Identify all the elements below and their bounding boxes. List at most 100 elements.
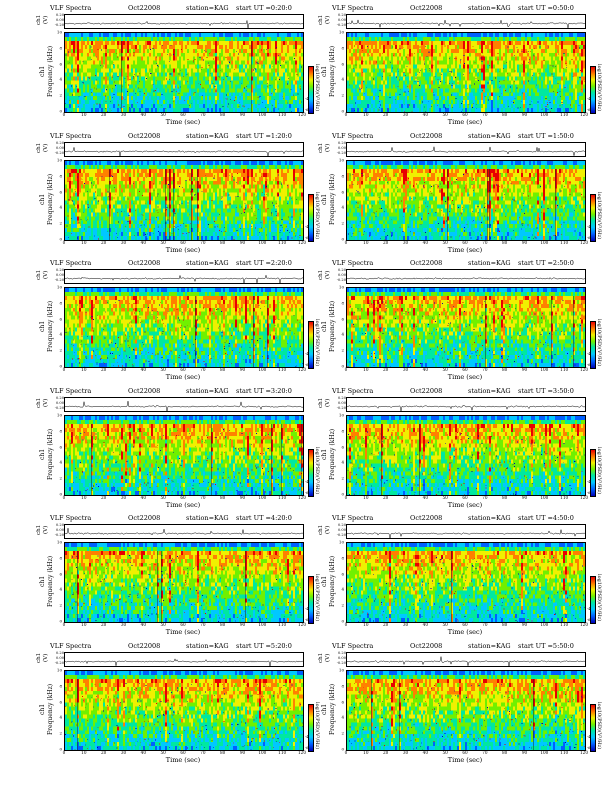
panel-date: Oct22008 [410, 4, 442, 13]
colorbar [590, 449, 596, 497]
x-axis-label: Time (sec) [346, 756, 584, 764]
ch1-tick-label: -0.20 [50, 661, 64, 666]
y-tick-label: 8 [59, 683, 62, 688]
spectrogram-speckle [349, 555, 585, 622]
x-axis-label: Time (sec) [346, 373, 584, 381]
colorbar-tick: -4 [587, 352, 590, 356]
y-ticks: 0 2 4 6 8 10 [55, 540, 63, 624]
x-axis-label: Time (sec) [346, 628, 584, 636]
ch1-waveform [64, 652, 304, 667]
x-tick-label: 80 [502, 622, 507, 627]
x-tick-label: 10 [81, 750, 86, 755]
y-axis-ch-label: ch1 [321, 289, 329, 364]
ch1-label: ch1 (V) [318, 523, 332, 537]
ch1-label: ch1 (V) [36, 651, 50, 665]
x-tick-label: 100 [258, 367, 266, 372]
panel-header: VLF Spectra Oct22008 station=KAG start UT =… [318, 4, 598, 13]
x-tick-label: 110 [278, 240, 286, 245]
y-ticks: 0 2 4 6 8 10 [55, 413, 63, 497]
ch1-tick-label: 0.20 [50, 651, 64, 656]
x-tick-label: 80 [220, 240, 225, 245]
panel-header: VLF Spectra Oct22008 station=KAG start UT =… [318, 514, 598, 523]
spectrogram-plot [346, 32, 586, 113]
panel-header: VLF Spectra Oct22008 station=KAG start UT =… [318, 387, 598, 396]
y-tick-label: 8 [341, 173, 344, 178]
colorbar [308, 66, 314, 114]
ch1-tick-label: -0.20 [332, 151, 346, 156]
y-ticks: 0 2 4 6 8 10 [337, 540, 345, 624]
colorbar [590, 66, 596, 114]
y-tick-label: 10 [57, 668, 62, 673]
panel-start-ut: start UT =1:50:0 [518, 132, 574, 141]
x-tick-label: 110 [560, 367, 568, 372]
ch1-tick-label: 0.00 [332, 273, 346, 278]
spectrogram-plot [64, 287, 304, 368]
colorbar-label: log10(PSD)(V²/Hz) [312, 445, 322, 497]
panel-header: VLF Spectra Oct22008 station=KAG start UT =… [36, 514, 316, 523]
x-ticks: 0 10 20 30 40 50 60 70 80 90 100 110 120 [63, 112, 306, 118]
panel-station: station=KAG [468, 514, 511, 523]
panel-station: station=KAG [186, 642, 229, 651]
ch1-trace [347, 529, 585, 538]
y-tick-label: 2 [59, 93, 62, 98]
ch1-label: ch1 (V) [318, 396, 332, 410]
y-tick-label: 0 [59, 619, 62, 624]
y-tick-label: 6 [59, 699, 62, 704]
ch1-tick-label: 0.20 [50, 141, 64, 146]
ch1-tick-label: 0.20 [332, 268, 346, 273]
y-axis-ch-label: ch1 [321, 544, 329, 619]
panel-start-ut: start UT =3:50:0 [518, 387, 574, 396]
x-tick-label: 110 [278, 622, 286, 627]
y-tick-label: 10 [339, 285, 344, 290]
spectrogram-plot [346, 542, 586, 623]
y-axis-freq-label: Frequency (kHz) [47, 672, 55, 747]
x-tick-label: 20 [383, 750, 388, 755]
x-tick-label: 70 [482, 622, 487, 627]
panel-start-ut: start UT =3:20:0 [236, 387, 292, 396]
spectrogram-cells [347, 288, 585, 367]
y-tick-label: 0 [59, 364, 62, 369]
y-tick-label: 6 [59, 571, 62, 576]
colorbar-label: log10(PSD)(V²/Hz) [312, 62, 322, 114]
panel-station: station=KAG [468, 642, 511, 651]
x-ticks: 0 10 20 30 40 50 60 70 80 90 100 110 120 [63, 367, 306, 373]
x-tick-label: 80 [502, 750, 507, 755]
ch1-label: ch1 (V) [36, 523, 50, 537]
x-tick-label: 90 [240, 750, 245, 755]
ch1-label: ch1 (V) [318, 651, 332, 665]
y-tick-label: 10 [339, 668, 344, 673]
ch1-waveform [64, 524, 304, 539]
x-tick-label: 70 [482, 367, 487, 372]
y-axis-freq-label: Frequency (kHz) [329, 544, 337, 619]
x-tick-label: 30 [403, 367, 408, 372]
panel-date: Oct22008 [410, 132, 442, 141]
x-tick-label: 60 [180, 495, 185, 500]
panel-station: station=KAG [186, 259, 229, 268]
x-tick-label: 100 [540, 495, 548, 500]
x-tick-label: 0 [345, 367, 348, 372]
panel-date: Oct22008 [128, 642, 160, 651]
ch1-waveform [346, 524, 586, 539]
x-tick-label: 10 [81, 112, 86, 117]
y-axis-freq-label: Frequency (kHz) [329, 289, 337, 364]
colorbar-tick: -6 [587, 363, 590, 367]
y-tick-label: 6 [341, 316, 344, 321]
y-tick-label: 6 [59, 316, 62, 321]
y-tick-label: 6 [59, 189, 62, 194]
x-tick-label: 90 [522, 112, 527, 117]
x-tick-label: 80 [502, 495, 507, 500]
panel-header: VLF Spectra Oct22008 station=KAG start UT =… [318, 132, 598, 141]
y-axis-freq-label: Frequency (kHz) [47, 544, 55, 619]
x-tick-label: 30 [121, 622, 126, 627]
y-tick-label: 4 [59, 587, 62, 592]
x-tick-label: 0 [63, 622, 66, 627]
y-tick-label: 4 [341, 587, 344, 592]
x-ticks: 0 10 20 30 40 50 60 70 80 90 100 110 120 [63, 750, 306, 756]
x-axis-label: Time (sec) [346, 118, 584, 126]
x-ticks: 0 10 20 30 40 50 60 70 80 90 100 110 120 [63, 240, 306, 246]
spectrogram-plot [346, 670, 586, 751]
y-tick-label: 4 [341, 205, 344, 210]
x-axis-label: Time (sec) [64, 628, 302, 636]
panel-header: VLF Spectra Oct22008 station=KAG start UT =… [36, 387, 316, 396]
